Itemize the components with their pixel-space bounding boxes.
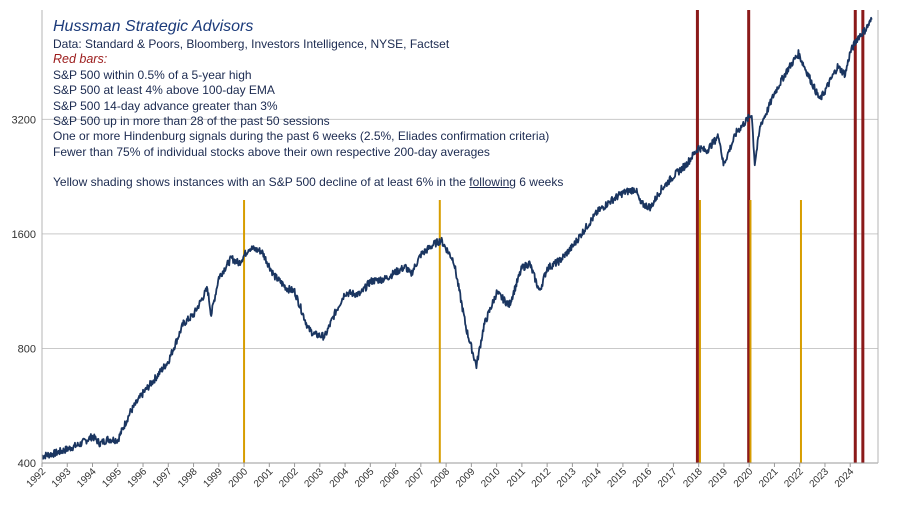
red-signal-bar: [695, 10, 699, 463]
yellow-decline-marker: [749, 200, 752, 463]
yellow-decline-marker: [698, 200, 701, 463]
data-source-note: Data: Standard & Poors, Bloomberg, Inves…: [53, 37, 450, 51]
red-signal-bar: [747, 10, 751, 463]
red-bar-criterion: One or more Hindenburg signals during th…: [53, 129, 550, 144]
yellow-decline-marker: [438, 200, 441, 463]
red-bar-criterion: S&P 500 within 0.5% of a 5-year high: [53, 67, 252, 82]
red-signal-bar: [853, 10, 857, 463]
red-bars-heading: Red bars:: [53, 52, 108, 67]
yellow-decline-marker: [243, 200, 246, 463]
yellow-shading-note: Yellow shading shows instances with an S…: [53, 175, 564, 190]
chart-title: Hussman Strategic Advisors: [53, 18, 254, 35]
sp500-line: [41, 16, 873, 460]
red-bar-criterion: S&P 500 at least 4% above 100-day EMA: [53, 83, 275, 98]
red-bar-criterion: Fewer than 75% of individual stocks abov…: [53, 144, 490, 159]
y-tick-label: 800: [18, 343, 36, 355]
chart-annotation-block: Hussman Strategic Advisors Data: Standar…: [53, 17, 613, 191]
red-signal-bar: [861, 10, 865, 463]
yellow-decline-marker: [799, 200, 802, 463]
y-tick-label: 3200: [12, 114, 36, 126]
red-bar-criterion: S&P 500 up in more than 28 of the past 5…: [53, 114, 330, 129]
y-tick-label: 400: [18, 458, 36, 470]
y-tick-label: 1600: [12, 229, 36, 241]
red-bar-criterion: S&P 500 14-day advance greater than 3%: [53, 98, 278, 113]
